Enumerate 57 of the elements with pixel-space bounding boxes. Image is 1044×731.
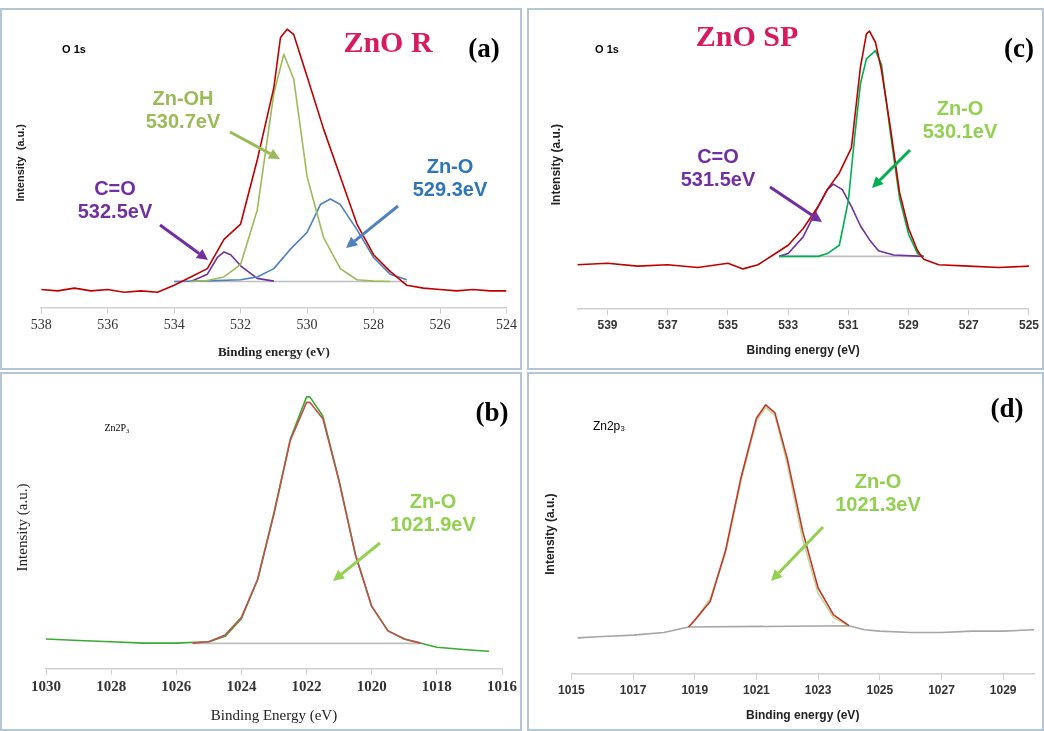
x-tick-label: 1028 [96,677,127,694]
annotation: (b) [475,396,509,428]
x-tick-label: 526 [429,316,451,332]
y-axis-title: Intensity (a.u.) [542,493,557,575]
x-axis-title: Binding energy (eV) [746,708,860,723]
x-tick-label: 1016 [487,677,518,694]
annotation: C=O 532.5eV [77,177,153,223]
x-tick-label: 1019 [681,682,709,697]
x-tick-label: 1021 [743,682,771,697]
x-tick-label: 533 [778,317,799,332]
x-tick-label: 535 [717,317,739,332]
x-tick-label: 1027 [928,682,956,697]
x-tick-label: 1024 [226,677,257,694]
annotation: Zn-O 529.3eV [412,155,488,201]
x-tick-label: 536 [97,316,119,332]
annotation: O 1s [62,43,86,55]
annotation: (a) [468,32,500,64]
annotation: Zn-O 1021.3eV [835,470,921,516]
x-tick-label: 524 [496,316,517,332]
annotation: (d) [990,392,1024,424]
annotation: C=O 531.5eV [680,145,756,191]
x-tick-label: 534 [163,316,185,332]
annotation: Zn-OH 530.7eV [145,87,221,133]
annotation: Zn-O 530.1eV [922,97,998,143]
y-axis-title: Intensity (a.u.) [13,483,31,572]
x-tick-label: 539 [597,317,618,332]
x-tick-label: 1017 [619,682,647,697]
chart-title: ZnO R [343,25,433,59]
x-tick-label: 1020 [356,677,387,694]
x-tick-label: 1029 [989,682,1017,697]
x-tick-label: 530 [296,316,318,332]
x-axis-title: Binding energy (eV) [746,343,860,358]
x-tick-label: 1023 [804,682,832,697]
chart-title: ZnO SP [695,19,799,53]
x-tick-label: 1018 [421,677,452,694]
x-tick-label: 528 [363,316,385,332]
x-tick-label: 1015 [558,682,586,697]
y-axis-title: Intensity (a.u.) [13,123,26,202]
x-tick-label: 1026 [161,677,192,694]
x-tick-label: 1030 [31,677,61,694]
x-tick-label: 1022 [291,677,322,694]
x-axis-title: Binding energy (eV) [217,343,330,359]
x-axis-title: Binding Energy (eV) [210,706,338,724]
annotation: Zn-O 1021.9eV [390,490,476,536]
x-tick-label: 529 [898,317,919,332]
x-tick-label: 527 [958,317,980,332]
annotation: Zn2p₃ [592,419,626,433]
annotation: (c) [1004,32,1034,64]
annotation: Zn2P₃ [104,421,130,433]
x-tick-label: 1025 [866,682,894,697]
x-tick-label: 525 [1018,317,1040,332]
y-axis-title: Intensity (a.u.) [548,123,563,206]
x-tick-label: 531 [838,317,859,332]
x-tick-label: 538 [30,316,52,332]
annotation: O 1s [595,43,619,55]
x-tick-label: 532 [230,316,252,332]
x-tick-label: 537 [657,317,679,332]
